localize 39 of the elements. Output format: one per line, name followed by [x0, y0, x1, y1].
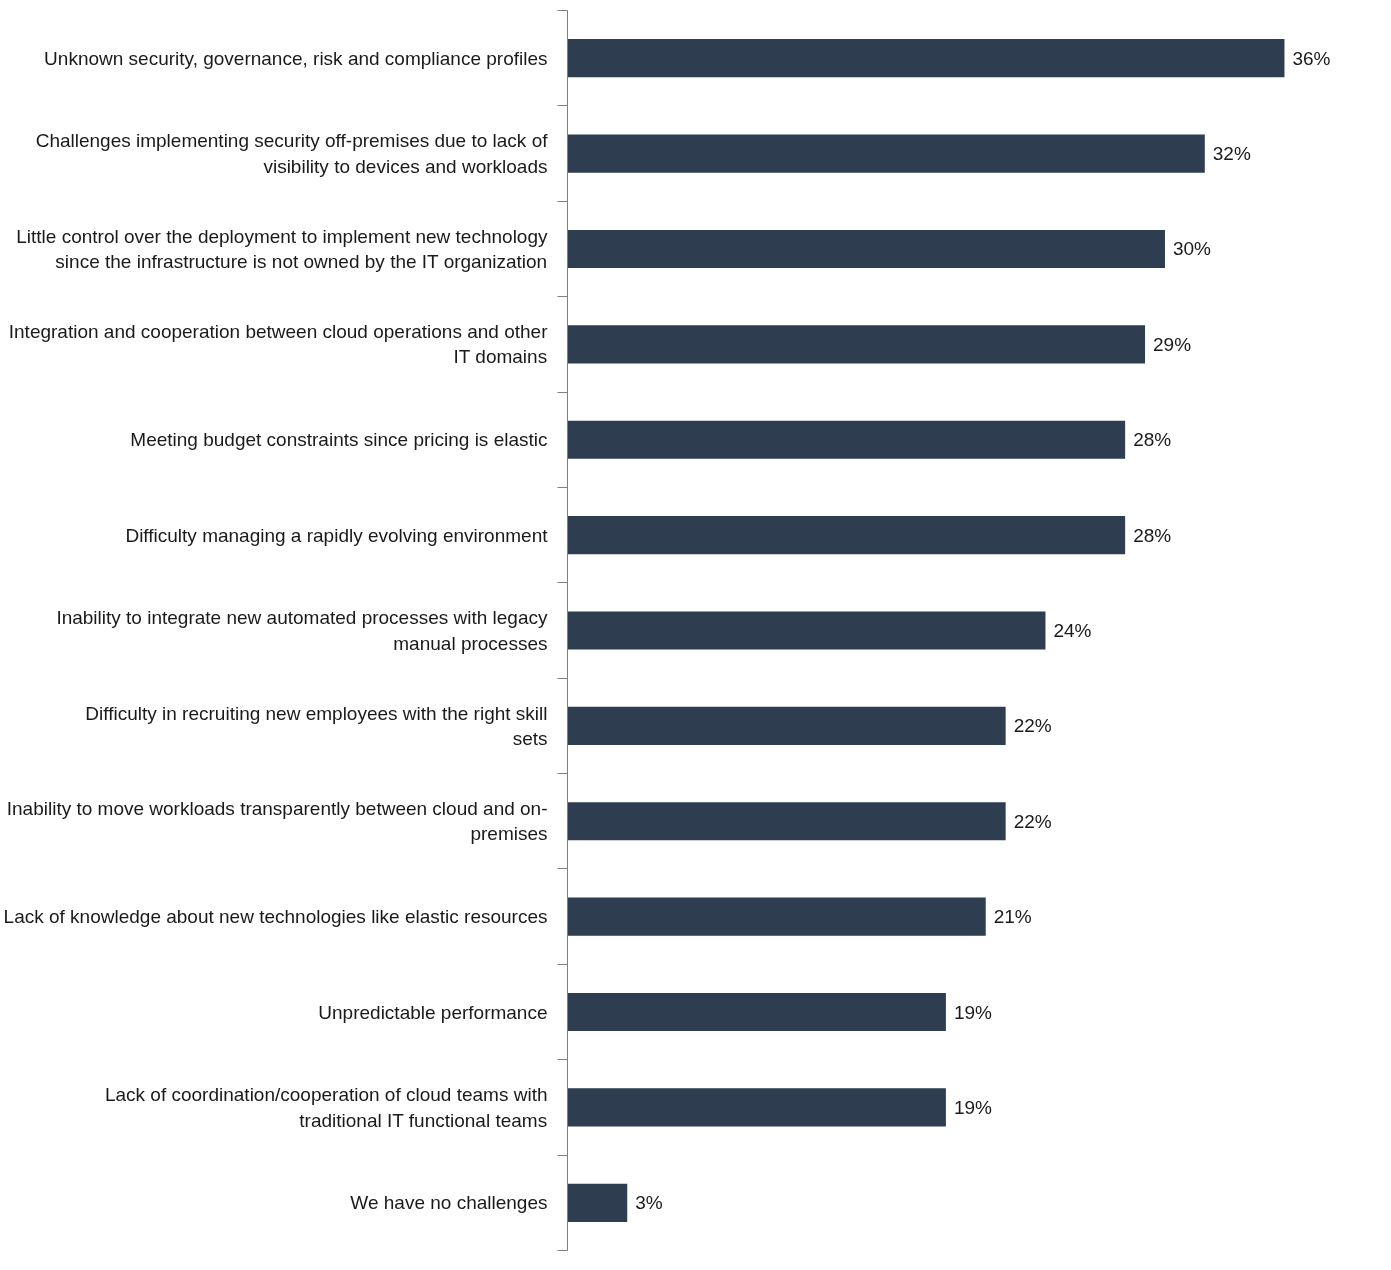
y-tick-label: Challenges implementing security off-premises due to lack of visibility to devices and workloads	[35, 130, 549, 177]
bar	[567, 992, 946, 1032]
y-tick-label: Integration and cooperation between cloud operations and other IT domains	[8, 321, 549, 368]
y-tick-label: Unpredictable performance	[318, 1001, 548, 1023]
data-label: 30%	[1172, 238, 1212, 260]
bar	[567, 420, 1126, 459]
data-label: 29%	[1153, 333, 1192, 355]
bar	[567, 706, 1006, 745]
bar	[567, 229, 1165, 269]
bar	[567, 897, 986, 936]
data-label: 19%	[953, 1096, 993, 1118]
bar	[567, 1183, 628, 1222]
y-tick-label: Lack of knowledge about new technologies like elastic resources	[3, 906, 548, 928]
bar	[567, 611, 1046, 650]
bar	[567, 325, 1146, 364]
bar	[567, 39, 1285, 78]
y-tick-label: Inability to integrate new automated processes with legacy manual processes	[56, 607, 548, 654]
bar	[567, 134, 1205, 173]
data-label: 36%	[1292, 47, 1331, 69]
data-label: 3%	[635, 1192, 663, 1214]
y-tick-label: Inability to move workloads transparently between cloud and on-premises	[6, 798, 548, 845]
bar	[567, 1088, 946, 1127]
data-label: 21%	[993, 906, 1032, 928]
data-label: 24%	[1053, 620, 1092, 641]
y-tick-label: We have no challenges	[350, 1192, 548, 1214]
y-tick-label: Difficulty managing a rapidly evolving environment	[125, 524, 549, 546]
data-label: 28%	[1133, 429, 1172, 451]
y-tick-label: Lack of coordination/cooperation of cloud teams with traditional IT functional teams	[104, 1084, 548, 1131]
y-tick-label: Little control over the deployment to implement new technology since the infrastructure is not owned by the IT organization	[16, 225, 548, 273]
y-tick-label: Unknown security, governance, risk and compliance profiles	[44, 47, 548, 69]
bar	[567, 516, 1126, 555]
data-label: 22%	[1013, 715, 1052, 737]
data-label: 19%	[953, 1001, 993, 1023]
y-tick-label: Difficulty in recruiting new employees with the right skill sets	[85, 702, 548, 749]
y-tick-label: Meeting budget constraints since pricing is elastic	[130, 429, 548, 451]
data-label: 28%	[1133, 524, 1172, 546]
data-label: 32%	[1212, 143, 1251, 165]
data-label: 22%	[1013, 810, 1052, 832]
bar	[567, 802, 1006, 841]
